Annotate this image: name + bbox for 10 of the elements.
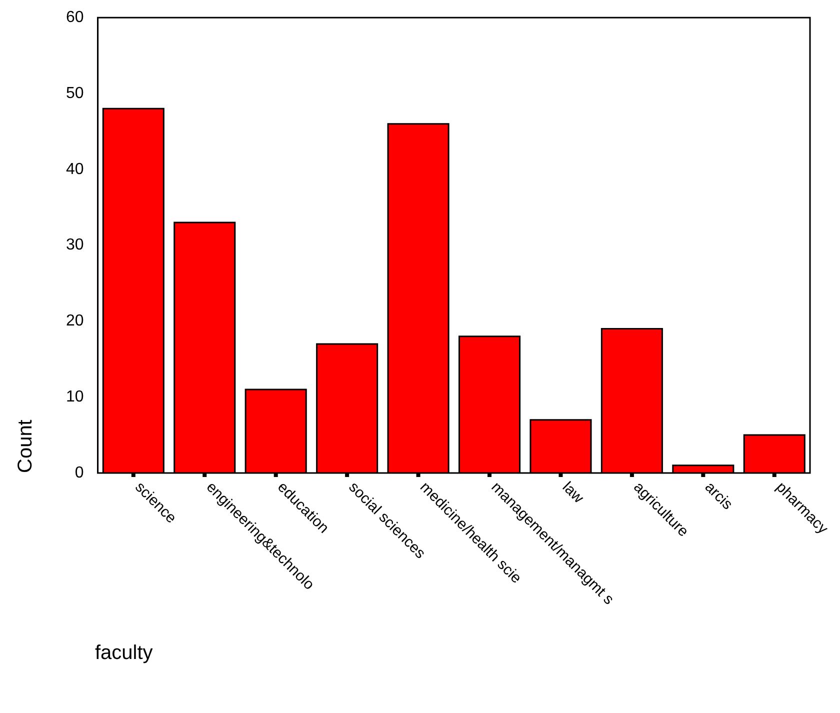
y-tick-label: 20 <box>66 312 84 330</box>
x-tick-label: arcis <box>701 478 736 514</box>
y-tick-label: 0 <box>74 464 84 482</box>
x-axis-title: faculty <box>95 642 153 665</box>
y-tick-label: 50 <box>66 84 84 102</box>
y-tick-label: 60 <box>66 9 84 26</box>
y-tick-label: 10 <box>66 388 84 406</box>
y-tick-label: 30 <box>66 236 84 254</box>
y-tick-label: 40 <box>66 160 84 178</box>
y-axis-title: Count <box>14 419 37 473</box>
